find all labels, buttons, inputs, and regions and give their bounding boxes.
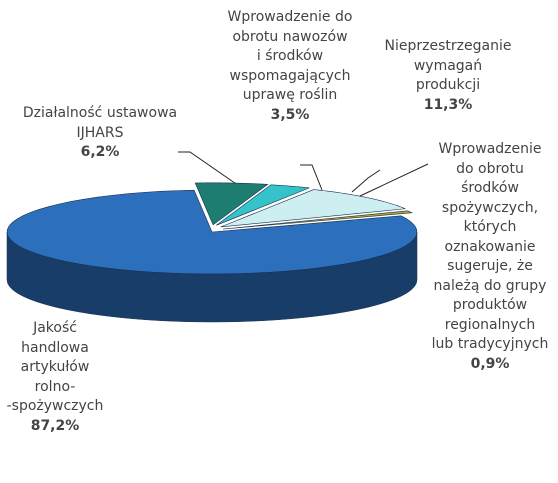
category-label: Wprowadzenie do obrotu nawozów i środków… bbox=[227, 9, 353, 103]
leader-line bbox=[300, 164, 323, 191]
slice-label: Działalność ustawowa IJHARS 6,2% bbox=[20, 104, 180, 163]
value-label: 6,2% bbox=[80, 144, 120, 160]
leader-line bbox=[351, 169, 381, 193]
slice bbox=[194, 182, 269, 226]
slice-label: Wprowadzenie do obrotu nawozów i środków… bbox=[210, 8, 370, 125]
leader-line bbox=[359, 163, 429, 197]
leader-lines bbox=[178, 151, 429, 197]
category-label: Działalność ustawowa IJHARS bbox=[22, 105, 178, 141]
leader-line bbox=[178, 151, 243, 189]
slice bbox=[222, 210, 414, 230]
value-label: 87,2% bbox=[30, 417, 80, 434]
slice bbox=[220, 189, 406, 228]
value-label: 0,9% bbox=[470, 355, 510, 372]
category-label: Wprowadzenie do obrotu środków spożywczy… bbox=[431, 141, 549, 352]
pie bbox=[6, 182, 418, 323]
slice bbox=[6, 189, 418, 275]
slice-label: Nieprzestrzeganie wymagań produkcji 11,3% bbox=[368, 37, 528, 115]
value-label: 11,3% bbox=[423, 96, 473, 113]
category-label: Nieprzestrzeganie wymagań produkcji bbox=[384, 38, 512, 93]
slice-label: Wprowadzenie do obrotu środków spożywczy… bbox=[415, 140, 558, 374]
value-label: 3,5% bbox=[270, 106, 310, 123]
slice-label: Jakość handlowa artykułów rolno- -spożyw… bbox=[0, 319, 110, 436]
slice bbox=[216, 184, 310, 226]
category-label: Jakość handlowa artykułów rolno- -spożyw… bbox=[6, 320, 104, 414]
